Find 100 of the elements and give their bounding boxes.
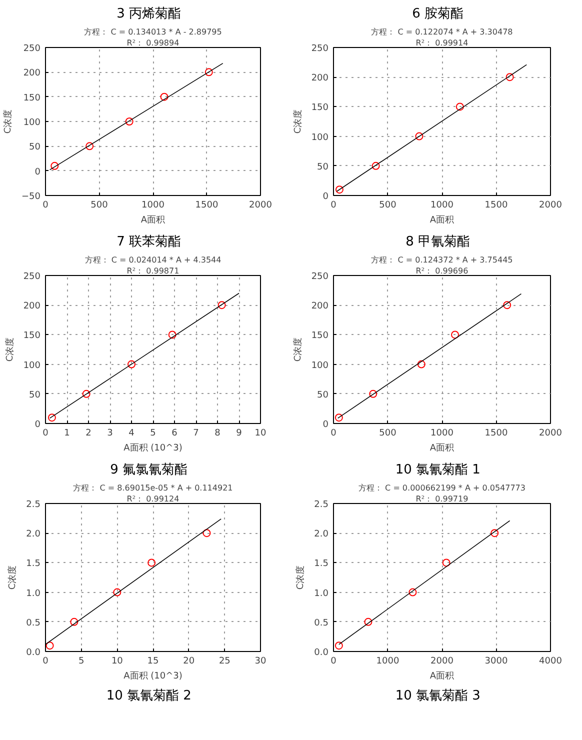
y-tick-label: 0.5 — [314, 618, 329, 628]
x-tick-label: 0 — [42, 200, 49, 210]
x-tick-label: 1000 — [376, 656, 400, 666]
text: R²： 0.99894 — [126, 38, 180, 48]
text: R²： 0.99696 — [416, 266, 468, 276]
text: 方程： C = 0.124372 * A + 3.75445 — [371, 256, 513, 264]
y-axis-title: C浓度 — [4, 337, 16, 362]
x-tick-label: 7 — [193, 428, 199, 438]
x-tick-label: 2 — [86, 428, 92, 438]
x-tick-label: 0 — [330, 656, 337, 666]
y-tick-label: 50 — [29, 390, 41, 400]
chart-title: 7 联苯菊酯 — [116, 234, 182, 250]
y-tick-label: 0 — [34, 420, 41, 430]
x-tick-label: 0 — [330, 200, 337, 210]
text: 方程： C = 0.024014 * A + 4.3544 — [84, 256, 222, 264]
x-tick-label: 8 — [214, 428, 221, 438]
y-tick-label: 0 — [322, 420, 329, 430]
y-tick-label: 0.5 — [26, 618, 41, 628]
x-tick-label: 0 — [42, 656, 49, 666]
x-tick-label: 5 — [78, 656, 84, 666]
y-tick-label: 150 — [23, 331, 41, 342]
y-tick-label: 1.0 — [26, 588, 41, 599]
chart-title: 8 甲氰菊酯 — [406, 234, 470, 250]
y-tick-label: 250 — [311, 44, 329, 54]
y-tick-label: 200 — [311, 302, 329, 312]
chart-title: 10 氯氰菊酯 1 — [395, 462, 480, 478]
y-tick-label: 100 — [23, 118, 41, 128]
x-tick-label: 1000 — [430, 200, 454, 210]
text: 方程： C = 0.134013 * A - 2.89795 — [84, 28, 222, 36]
x-axis-title: A面积 — [140, 216, 166, 226]
x-tick-label: 4 — [128, 428, 135, 438]
y-tick-label: 1.5 — [26, 559, 41, 570]
text: 10 氯氰菊酯 3 — [395, 688, 480, 704]
x-tick-label: 500 — [90, 200, 108, 210]
y-tick-label: 100 — [23, 360, 41, 371]
y-tick-label: 250 — [311, 272, 329, 282]
y-tick-label: 200 — [23, 68, 41, 79]
x-tick-label: 6 — [172, 428, 178, 438]
x-axis-title: A面积 — [430, 444, 454, 454]
y-axis-title: C浓度 — [292, 337, 304, 362]
x-tick-label: 1500 — [484, 428, 508, 438]
text: R²： 0.99719 — [416, 494, 468, 504]
x-tick-label: 0 — [330, 428, 337, 438]
x-axis-title: A面积 (10^3) — [124, 444, 182, 454]
x-tick-label: 4000 — [539, 656, 562, 666]
y-tick-label: 150 — [23, 93, 41, 104]
y-axis-title: C浓度 — [295, 565, 306, 590]
x-tick-label: 2000 — [539, 428, 562, 438]
y-tick-label: 2.5 — [314, 500, 329, 510]
y-tick-label: 250 — [23, 44, 41, 54]
x-axis-title: A面积 (10^3) — [124, 672, 182, 682]
x-tick-label: 20 — [183, 656, 195, 666]
chart-title: 9 氟氯氰菊酯 — [110, 462, 188, 478]
y-tick-label: 100 — [311, 360, 329, 371]
y-tick-label: 50 — [29, 142, 41, 153]
x-tick-label: 1000 — [142, 200, 165, 210]
x-tick-label: 500 — [379, 428, 397, 438]
x-tick-label: 2000 — [539, 200, 562, 210]
chart-title: 6 胺菊酯 — [412, 6, 464, 22]
y-tick-label: 150 — [311, 331, 329, 342]
y-tick-label: 1.5 — [314, 559, 329, 570]
y-tick-label: 200 — [23, 302, 41, 312]
text: 10 氯氰菊酯 2 — [106, 688, 192, 704]
x-tick-label: 2000 — [430, 656, 454, 666]
text: 方程： C = 0.122074 * A + 3.30478 — [371, 28, 513, 36]
text: R²： 0.99124 — [126, 494, 180, 504]
y-tick-label: 100 — [311, 132, 329, 143]
y-axis-title: C浓度 — [292, 109, 304, 134]
y-tick-label: 200 — [311, 74, 329, 84]
x-tick-label: 1500 — [195, 200, 218, 210]
text: 方程： C = 0.000662199 * A + 0.0547773 — [358, 484, 526, 492]
y-tick-label: 50 — [317, 390, 329, 400]
text: 方程： C = 8.69015e-05 * A + 0.114921 — [73, 484, 233, 492]
y-tick-label: 2.0 — [314, 530, 329, 540]
y-axis-title: C浓度 — [7, 565, 18, 590]
y-axis-title: C浓度 — [2, 109, 14, 134]
text: R²： 0.99914 — [416, 38, 468, 48]
x-tick-label: 3000 — [484, 656, 508, 666]
y-tick-label: 0.0 — [26, 648, 41, 658]
y-tick-label: 0 — [322, 192, 329, 202]
text: R²： 0.99871 — [126, 266, 180, 276]
chart-title: 3 丙烯菊酯 — [116, 6, 182, 22]
x-tick-label: 5 — [150, 428, 156, 438]
y-tick-label: 50 — [317, 162, 329, 172]
x-axis-title: A面积 — [430, 672, 454, 682]
x-tick-label: 500 — [379, 200, 397, 210]
x-tick-label: 10 — [111, 656, 124, 666]
x-tick-label: 30 — [254, 656, 266, 666]
y-tick-label: 250 — [23, 272, 41, 282]
x-tick-label: 1500 — [484, 200, 508, 210]
x-tick-label: 1000 — [430, 428, 454, 438]
x-tick-label: 15 — [147, 656, 159, 666]
x-tick-label: 25 — [218, 656, 230, 666]
x-tick-label: 2000 — [249, 200, 272, 210]
x-tick-label: 0 — [42, 428, 49, 438]
y-tick-label: 1.0 — [314, 588, 329, 599]
y-tick-label: 0 — [34, 167, 41, 178]
y-tick-label: 150 — [311, 103, 329, 114]
x-tick-label: 1 — [64, 428, 70, 438]
y-tick-label: 0.0 — [314, 648, 329, 658]
